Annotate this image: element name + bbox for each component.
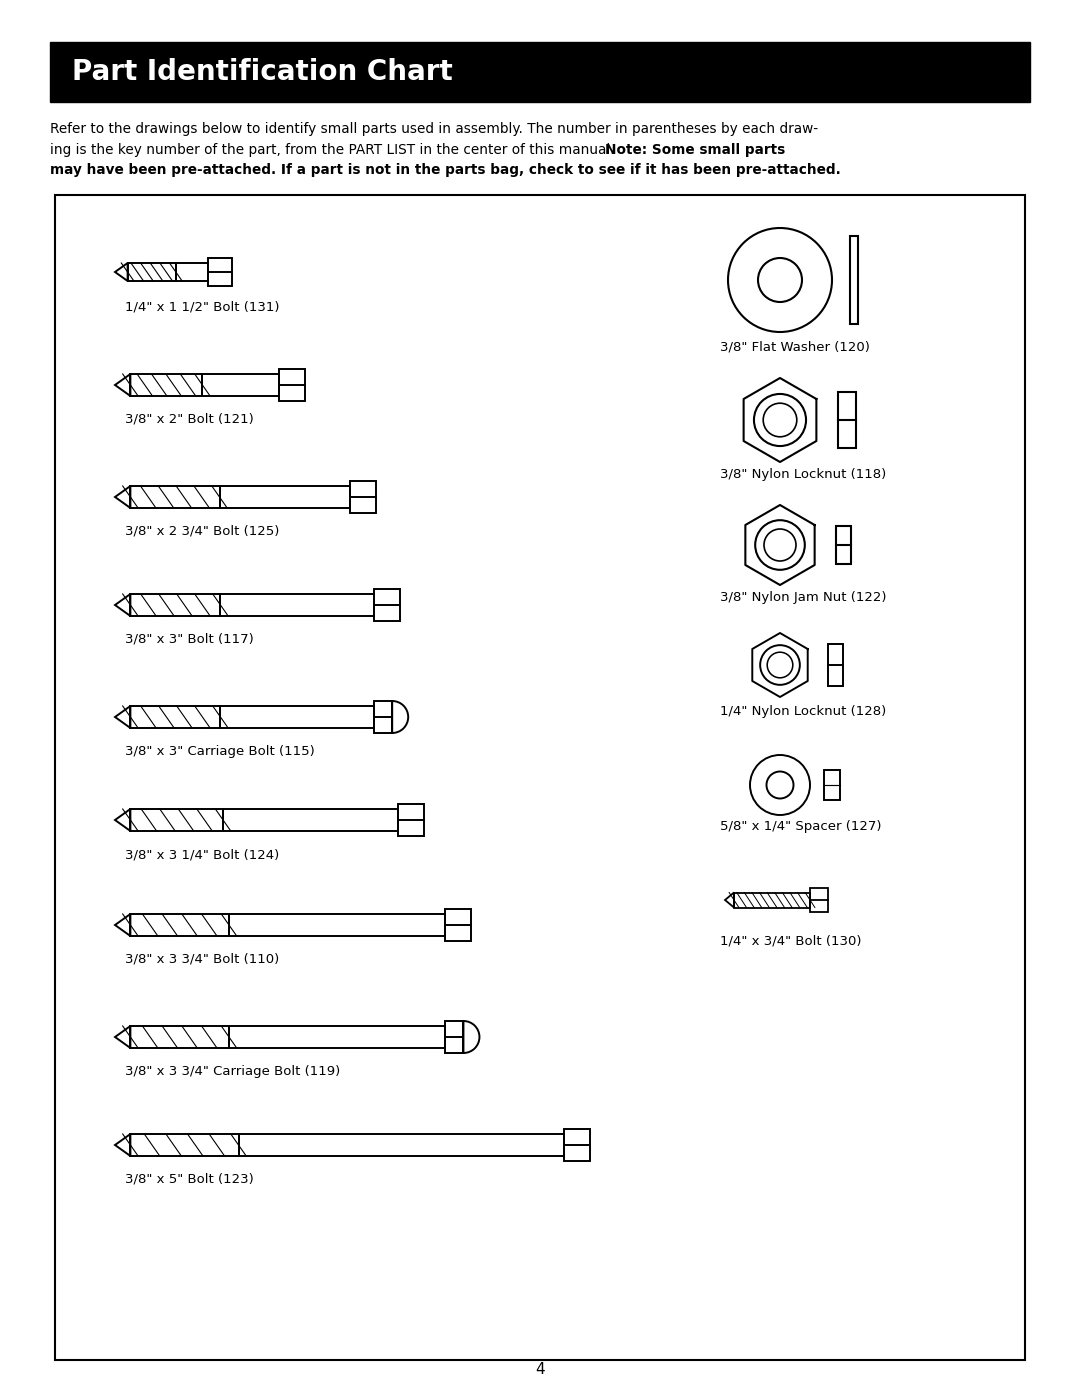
Text: 3/8" Flat Washer (120): 3/8" Flat Washer (120) [720, 339, 869, 353]
Text: ing is the key number of the part, from the PART LIST in the center of this manu: ing is the key number of the part, from … [50, 142, 619, 156]
Text: 5/8" x 1/4" Spacer (127): 5/8" x 1/4" Spacer (127) [720, 820, 881, 833]
Bar [239, 1134, 564, 1155]
Bar [397, 805, 423, 835]
Bar [127, 263, 176, 281]
Bar [131, 1134, 239, 1155]
Text: 3/8" x 3 3/4" Carriage Bolt (119): 3/8" x 3 3/4" Carriage Bolt (119) [125, 1065, 340, 1078]
Bar [55, 196, 1025, 1361]
Text: Refer to the drawings below to identify small parts used in assembly. The number: Refer to the drawings below to identify … [50, 122, 819, 136]
Bar [219, 486, 350, 509]
Bar [208, 258, 232, 286]
Text: 1/4" x 3/4" Bolt (130): 1/4" x 3/4" Bolt (130) [720, 935, 862, 949]
Bar [229, 1025, 445, 1048]
Bar [131, 374, 202, 395]
Text: Part Identification Chart: Part Identification Chart [72, 59, 453, 87]
Bar [50, 42, 1030, 102]
Bar [176, 263, 208, 281]
Text: 1/4" x 1 1/2" Bolt (131): 1/4" x 1 1/2" Bolt (131) [125, 300, 280, 313]
Text: 3/8" x 2 3/4" Bolt (125): 3/8" x 2 3/4" Bolt (125) [125, 525, 280, 538]
Bar [824, 770, 840, 800]
Bar [229, 914, 445, 936]
Bar [374, 590, 400, 622]
Text: 3/8" x 3" Bolt (117): 3/8" x 3" Bolt (117) [125, 633, 254, 645]
Text: Note: Some small parts: Note: Some small parts [605, 142, 785, 156]
Bar [220, 705, 374, 728]
Bar [850, 236, 858, 324]
Bar [838, 393, 856, 448]
Bar [131, 486, 219, 509]
Bar [131, 705, 220, 728]
Bar [836, 527, 851, 564]
Text: 3/8" x 3 3/4" Bolt (110): 3/8" x 3 3/4" Bolt (110) [125, 953, 280, 965]
Bar [374, 701, 392, 733]
Bar [445, 1021, 463, 1053]
Bar [734, 893, 810, 908]
Bar [279, 369, 305, 401]
Text: may have been pre-attached. If a part is not in the parts bag, check to see if i: may have been pre-attached. If a part is… [50, 163, 840, 177]
Bar [220, 594, 374, 616]
Text: 1/4" Nylon Locknut (128): 1/4" Nylon Locknut (128) [720, 705, 887, 718]
Bar [202, 374, 279, 395]
Text: 3/8" x 2" Bolt (121): 3/8" x 2" Bolt (121) [125, 414, 254, 426]
Text: 3/8" x 3 1/4" Bolt (124): 3/8" x 3 1/4" Bolt (124) [125, 848, 280, 861]
Bar [564, 1129, 590, 1161]
Bar [131, 809, 224, 831]
Bar [828, 644, 843, 686]
Text: 4: 4 [536, 1362, 544, 1377]
Text: 3/8" Nylon Locknut (118): 3/8" Nylon Locknut (118) [720, 468, 887, 481]
Bar [810, 888, 828, 912]
Text: 3/8" x 5" Bolt (123): 3/8" x 5" Bolt (123) [125, 1173, 254, 1186]
Bar [131, 914, 229, 936]
Bar [350, 481, 376, 513]
Bar [131, 594, 220, 616]
Text: 3/8" Nylon Jam Nut (122): 3/8" Nylon Jam Nut (122) [720, 591, 887, 604]
Bar [131, 1025, 229, 1048]
Text: 3/8" x 3" Carriage Bolt (115): 3/8" x 3" Carriage Bolt (115) [125, 745, 314, 759]
Bar [445, 909, 471, 942]
Bar [224, 809, 397, 831]
